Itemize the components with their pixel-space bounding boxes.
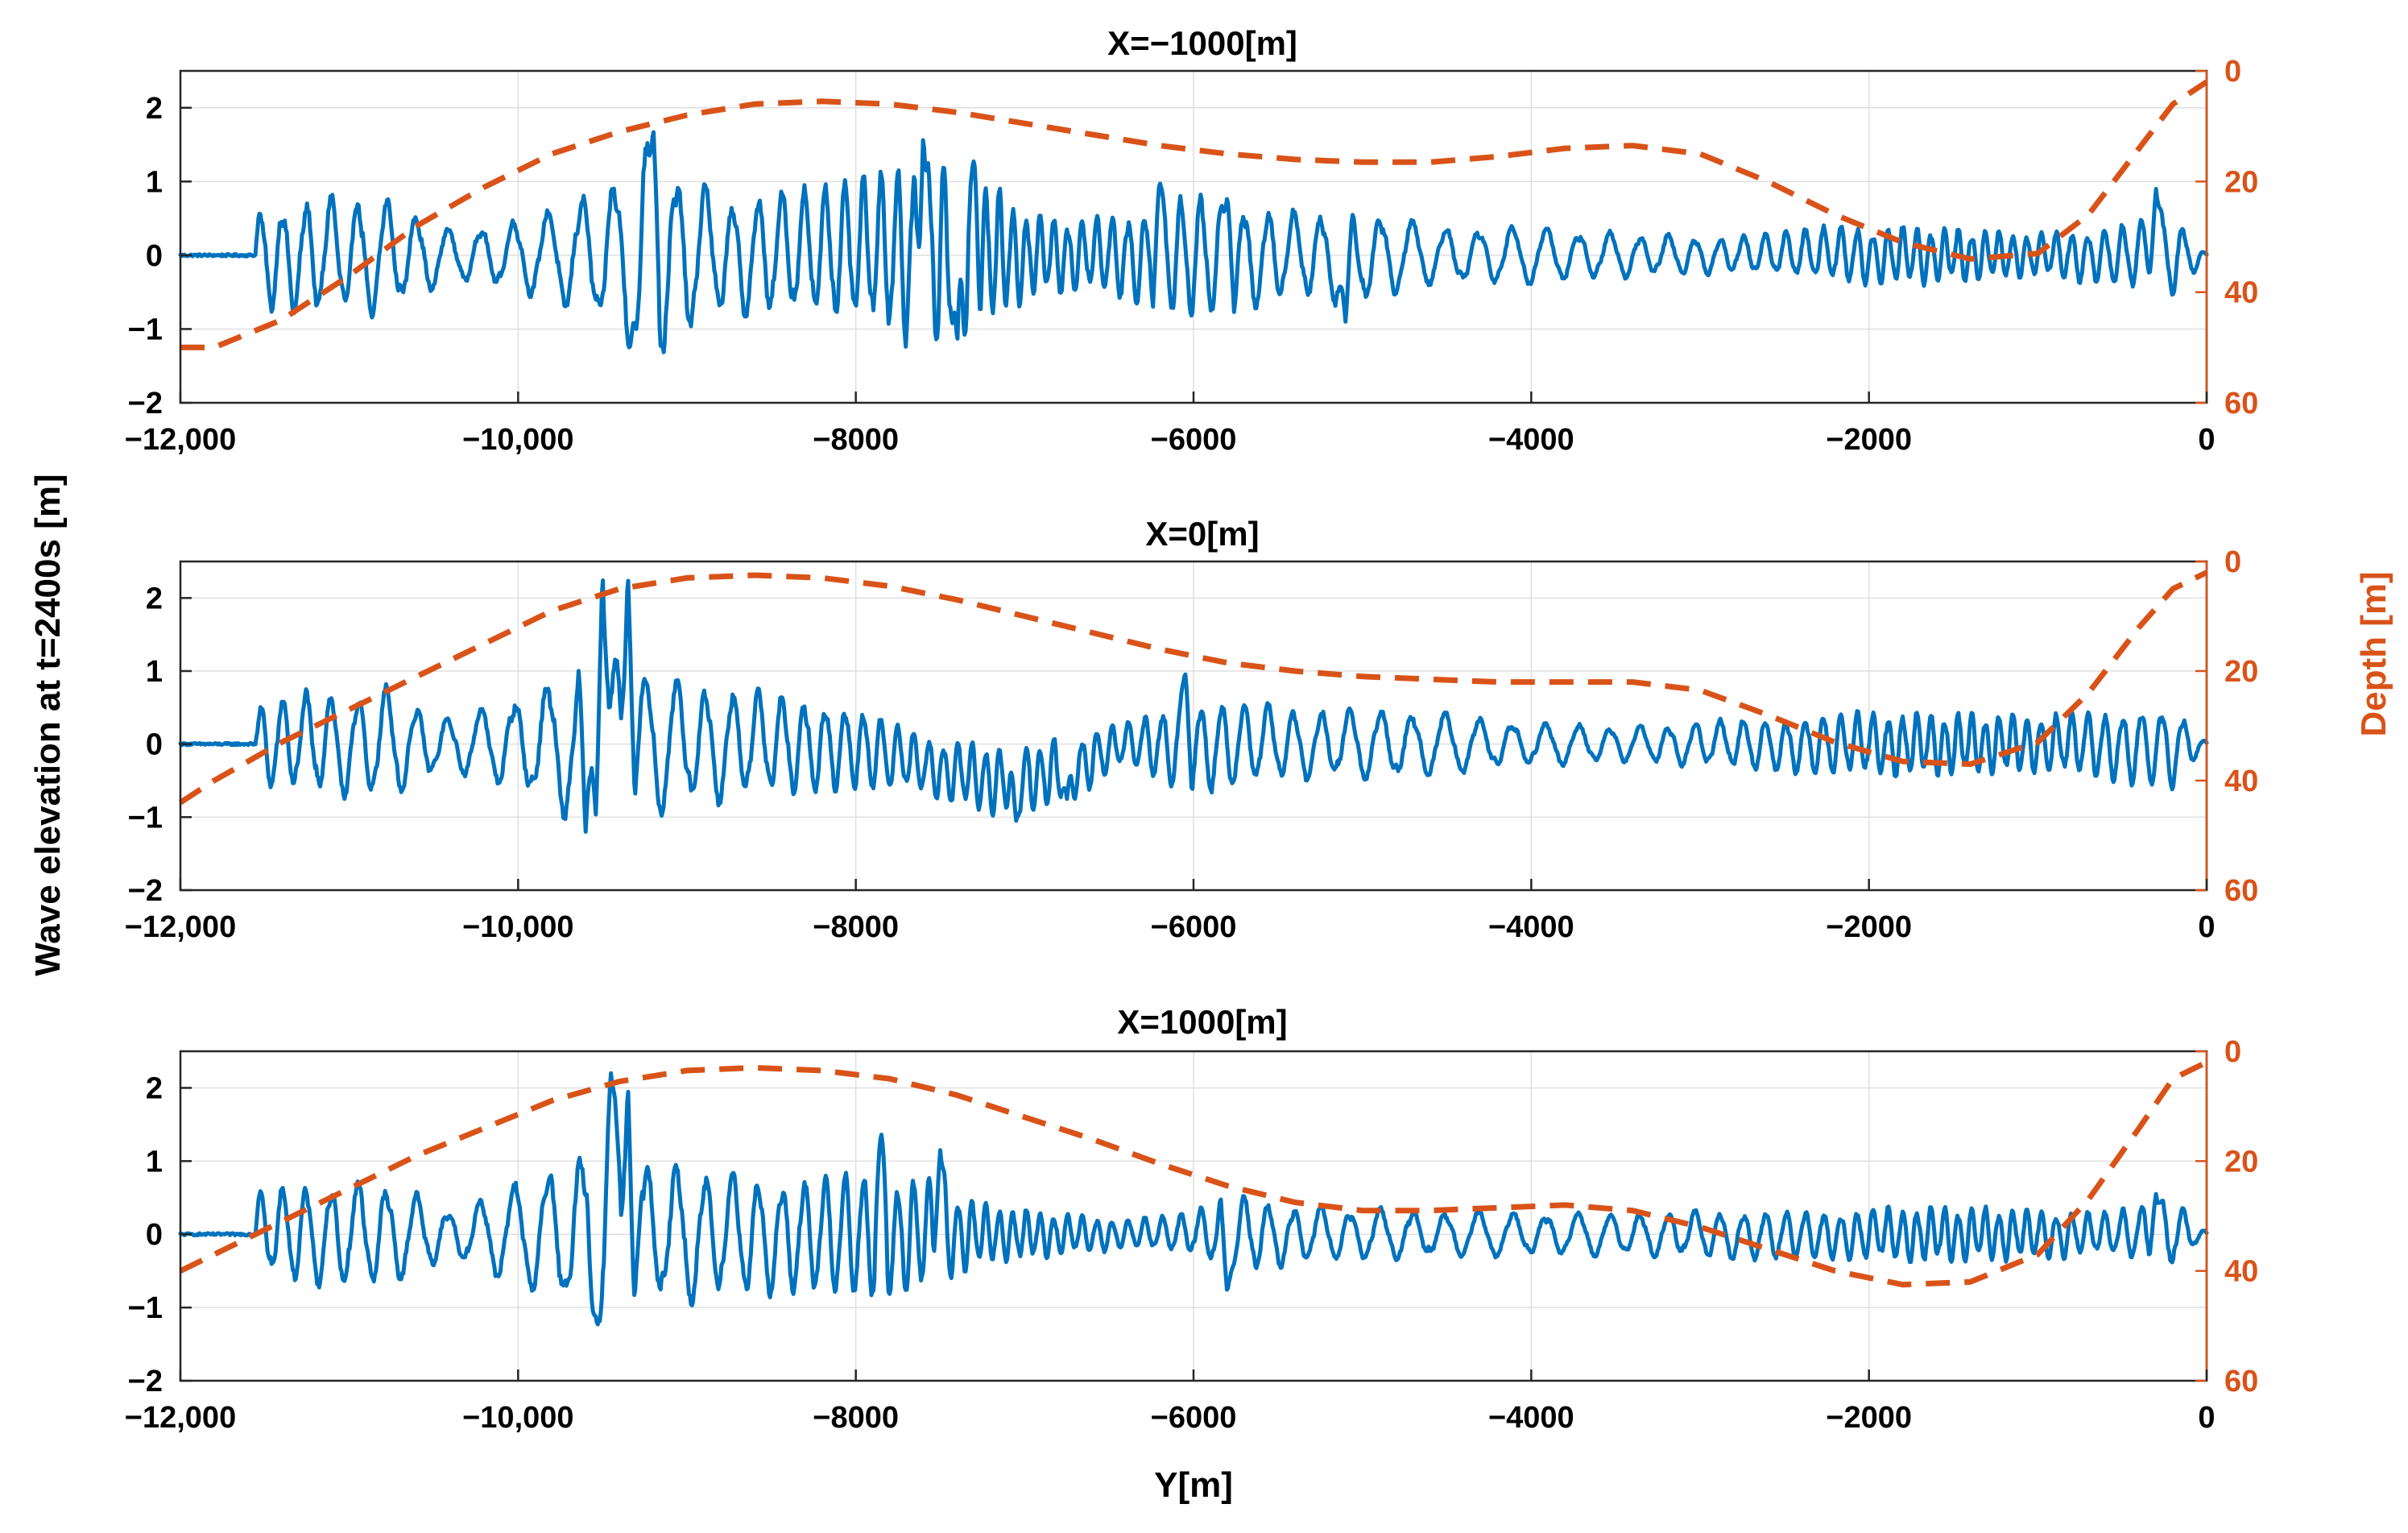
y-tick-label: 1 (146, 165, 163, 199)
x-tick-label: −4000 (1488, 910, 1574, 944)
x-tick-label: −8000 (813, 423, 899, 457)
y-axis-label: Wave elevation at t=2400s [m] (28, 474, 68, 976)
depth-tick-label: 40 (2224, 764, 2258, 798)
x-tick-label: −4000 (1488, 423, 1574, 457)
y-tick-label: 1 (146, 1145, 163, 1179)
x-tick-label: −8000 (813, 910, 899, 944)
y-tick-label: 2 (146, 92, 163, 126)
x-tick-label: −12,000 (125, 423, 236, 457)
panel-title: X=−1000[m] (1107, 24, 1297, 62)
x-tick-label: 0 (2198, 910, 2215, 944)
depth-tick-label: 20 (2224, 655, 2258, 689)
y-tick-label: 2 (146, 1071, 163, 1105)
x-tick-label: −6000 (1151, 910, 1237, 944)
y-tick-label: −1 (128, 801, 163, 835)
depth-tick-label: 60 (2224, 1365, 2258, 1398)
y-tick-label: 0 (146, 239, 163, 273)
depth-tick-label: 40 (2224, 1255, 2258, 1289)
y-tick-label: 0 (146, 1218, 163, 1252)
x-tick-label: −6000 (1151, 423, 1237, 457)
depth-line (179, 1059, 2208, 1288)
y-tick-label: −2 (128, 1365, 163, 1398)
y-tick-label: 1 (146, 655, 163, 689)
y-tick-label: −2 (128, 387, 163, 421)
depth-line (179, 570, 2208, 806)
x-tick-label: 0 (2198, 423, 2215, 457)
x-tick-label: −2000 (1826, 423, 1912, 457)
panel-title: X=1000[m] (1117, 1003, 1287, 1041)
depth-tick-label: 0 (2224, 1035, 2241, 1069)
x-tick-label: 0 (2198, 1401, 2215, 1435)
wave-elevation-line (178, 1071, 2209, 1327)
y-tick-label: 2 (146, 582, 163, 615)
depth-tick-label: 20 (2224, 1145, 2258, 1179)
depth-tick-label: 60 (2224, 387, 2258, 421)
x-tick-label: −8000 (813, 1401, 899, 1435)
x-tick-label: −6000 (1151, 1401, 1237, 1435)
y-tick-label: −1 (128, 1291, 163, 1325)
depth-tick-label: 60 (2224, 874, 2258, 908)
x-tick-label: −12,000 (125, 910, 236, 944)
y-tick-label: −1 (128, 313, 163, 346)
x-tick-label: −12,000 (125, 1401, 236, 1435)
x-tick-label: −4000 (1488, 1401, 1574, 1435)
x-tick-label: −10,000 (462, 423, 573, 457)
x-tick-label: −2000 (1826, 910, 1912, 944)
x-axis-label: Y[m] (1154, 1465, 1233, 1505)
x-tick-label: −10,000 (462, 1401, 573, 1435)
panel-title: X=0[m] (1145, 515, 1259, 553)
x-tick-label: −2000 (1826, 1401, 1912, 1435)
depth-axis-label: Depth [m] (2354, 571, 2394, 736)
y-tick-label: 0 (146, 728, 163, 762)
x-tick-label: −10,000 (462, 910, 573, 944)
depth-tick-label: 40 (2224, 276, 2258, 310)
depth-tick-label: 20 (2224, 165, 2258, 199)
depth-tick-label: 0 (2224, 55, 2241, 89)
wave-elevation-line (178, 578, 2209, 834)
depth-tick-label: 0 (2224, 545, 2241, 579)
wave-elevation-line (178, 130, 2209, 354)
y-tick-label: −2 (128, 874, 163, 908)
